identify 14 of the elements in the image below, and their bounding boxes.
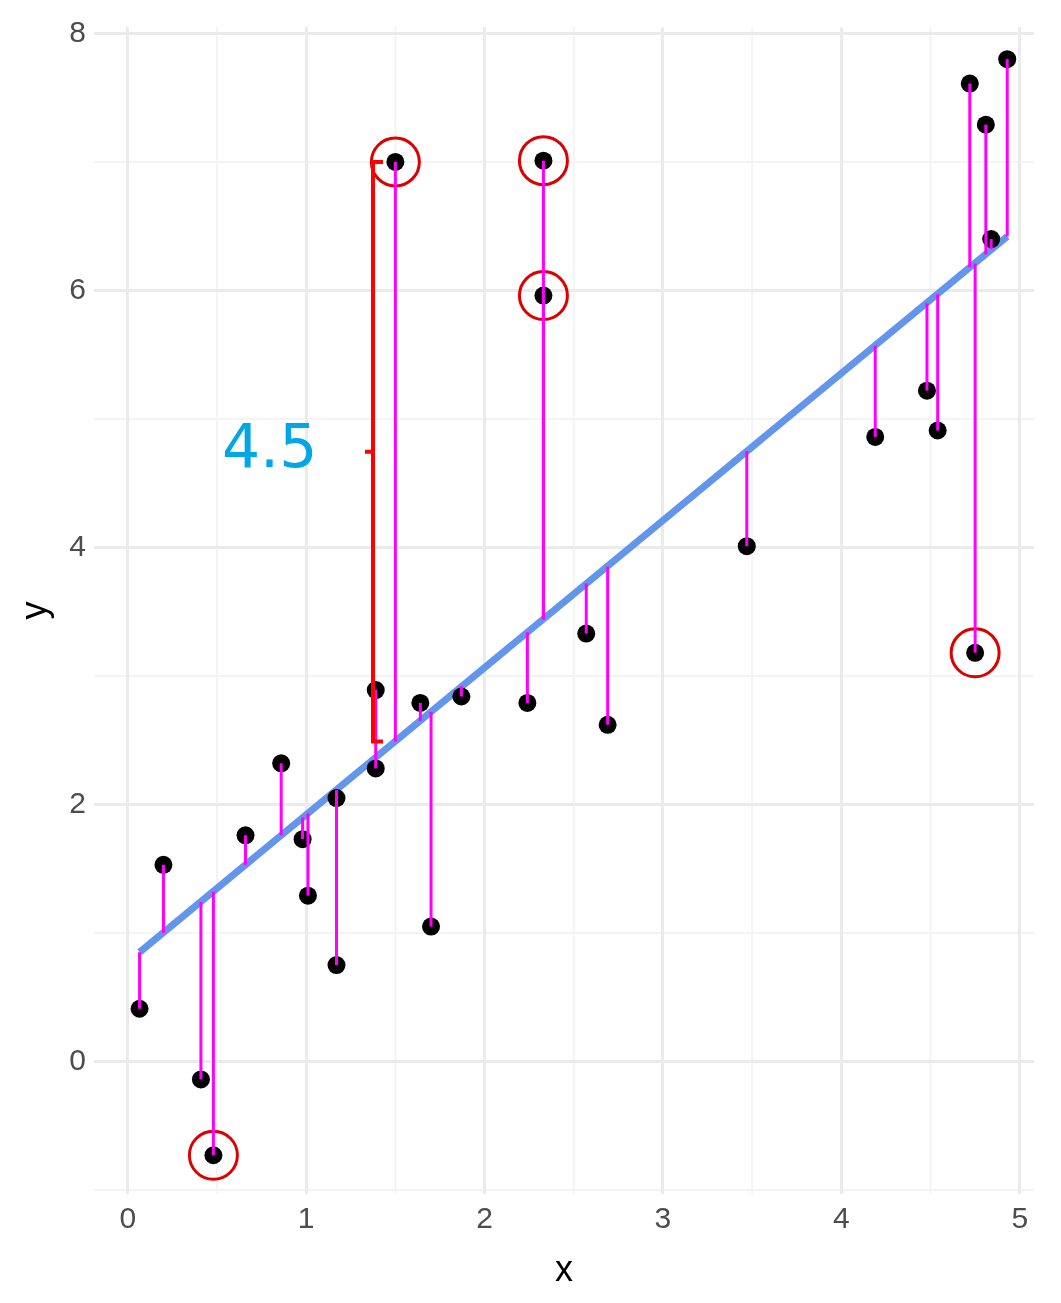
y-tick-label: 2	[69, 785, 86, 819]
x-tick-label: 4	[832, 1201, 850, 1235]
y-tick-label: 4	[69, 528, 86, 562]
annotation: 4.5	[221, 411, 318, 482]
y-tick-label: 6	[69, 271, 86, 305]
y-axis-title: y	[12, 601, 54, 620]
x-tick-label: 3	[654, 1201, 672, 1235]
y-tick-label: 0	[69, 1042, 86, 1076]
x-axis-title: x	[554, 1248, 573, 1290]
x-tick-label: 0	[119, 1201, 137, 1235]
x-tick-label: 2	[476, 1201, 493, 1235]
x-tick-label: 5	[1011, 1201, 1029, 1235]
x-tick-label: 1	[297, 1201, 315, 1235]
y-tick-label: 8	[69, 14, 86, 48]
